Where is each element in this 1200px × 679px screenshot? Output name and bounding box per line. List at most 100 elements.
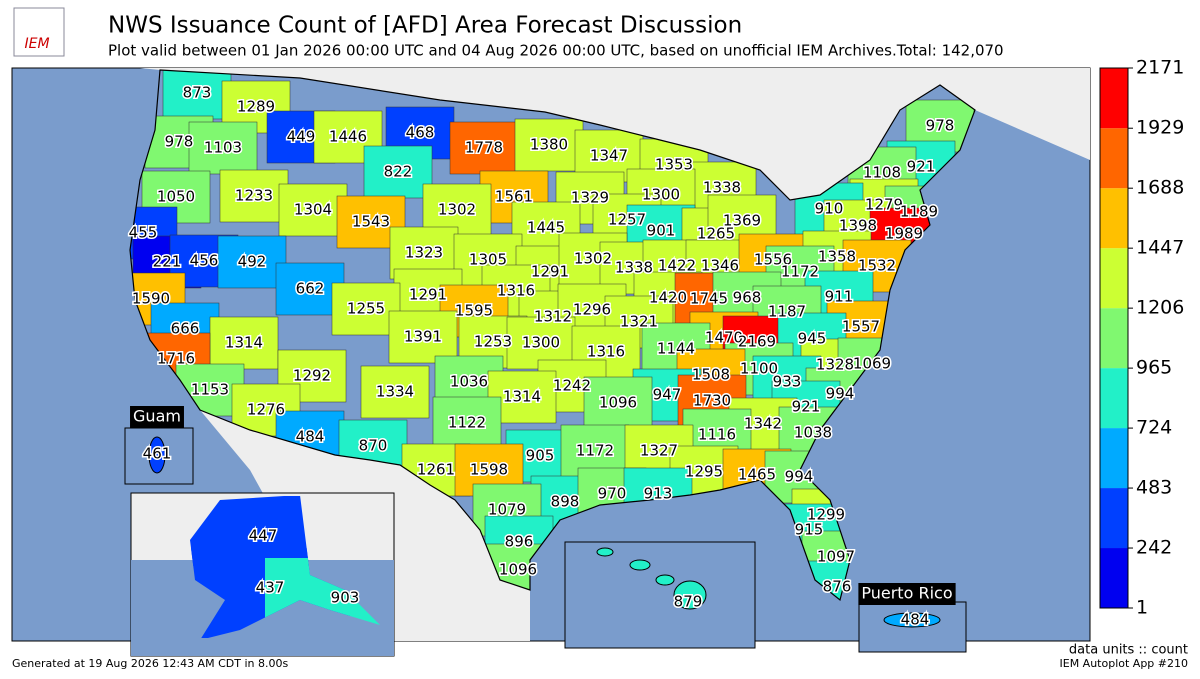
office-count: 913 (644, 485, 673, 503)
office-count: 1321 (620, 313, 658, 331)
office-count: 1595 (455, 302, 493, 320)
office-count: 1778 (465, 139, 503, 157)
hawaii-inset (564, 541, 756, 649)
office-count: 1329 (571, 189, 609, 207)
office-count: 1598 (470, 461, 508, 479)
office-count: 1242 (553, 377, 591, 395)
office-count: 1295 (685, 463, 723, 481)
office-count: 2169 (738, 333, 776, 351)
office-count: 896 (505, 533, 534, 551)
office-count: 1314 (503, 388, 541, 406)
colorbar-segment (1100, 428, 1128, 489)
office-area (217, 235, 287, 289)
colorbar-segment (1100, 188, 1128, 249)
office-count: 873 (183, 84, 212, 102)
office-count: 898 (551, 493, 580, 511)
office-count: 1590 (132, 290, 170, 308)
office-count: 994 (785, 468, 814, 486)
logo: IEM (24, 36, 49, 52)
office-count: 1265 (697, 225, 735, 243)
office-count: 921 (907, 158, 936, 176)
office-count: 1036 (450, 373, 488, 391)
office-count: 978 (926, 117, 955, 135)
colorbar-segment (1100, 548, 1128, 608)
office-count: 1302 (438, 201, 476, 219)
office-count: 879 (674, 593, 703, 611)
inset-title: Puerto Rico (861, 584, 952, 603)
office-count: 1172 (781, 263, 819, 281)
office-count: 1187 (768, 303, 806, 321)
colorbar-label: 1206 (1136, 297, 1184, 319)
colorbar-label: 724 (1136, 417, 1172, 439)
office-count: 978 (165, 133, 194, 151)
office-count: 1420 (649, 289, 687, 307)
office-count: 666 (171, 320, 200, 338)
office-count: 1561 (495, 188, 533, 206)
office-count: 1342 (744, 415, 782, 433)
office-area (363, 145, 433, 199)
office-count: 221 (153, 253, 182, 271)
subtitle: Plot valid between 01 Jan 2026 00:00 UTC… (108, 42, 1004, 60)
office-count: 1096 (599, 394, 637, 412)
office-count: 1299 (807, 506, 845, 524)
office-count: 903 (331, 589, 360, 607)
units: data units :: count (1069, 643, 1188, 658)
office-count: 1557 (842, 318, 880, 336)
colorbar-label: 965 (1136, 357, 1172, 379)
office-count: 1328 (816, 356, 854, 374)
office-area (219, 169, 289, 223)
logo-box (13, 7, 65, 57)
office-count: 662 (296, 280, 325, 298)
office-area (209, 316, 279, 370)
office-count: 1358 (818, 248, 856, 266)
office-area (432, 396, 502, 450)
colorbar-segment (1100, 248, 1128, 309)
office-count: 1289 (237, 98, 275, 116)
office-count: 449 (287, 128, 316, 146)
office-count: 1346 (701, 257, 739, 275)
colorbar-label: 2171 (1136, 57, 1184, 79)
island (629, 559, 651, 571)
colorbar-label: 1688 (1136, 177, 1184, 199)
generated: Generated at 19 Aug 2026 12:43 AM CDT in… (12, 657, 288, 670)
office-count: 901 (647, 222, 676, 240)
inset-patches (148, 436, 941, 628)
office-count: 921 (792, 398, 821, 416)
office-count: 484 (901, 611, 930, 629)
office-count: 437 (256, 579, 285, 597)
office-count: 1189 (900, 203, 938, 221)
island (655, 574, 675, 586)
canada-land (12, 68, 1090, 200)
office-count: 1302 (574, 250, 612, 268)
office-count: 1716 (157, 350, 195, 368)
office-count: 1347 (590, 147, 628, 165)
office-count: 911 (825, 288, 854, 306)
office-count: 1116 (698, 426, 736, 444)
office-area (583, 376, 653, 430)
office-area (514, 118, 584, 172)
office-count: 456 (190, 252, 219, 270)
office-count: 1338 (703, 179, 741, 197)
office-count: 447 (249, 527, 278, 545)
office-area (331, 282, 401, 336)
office-count: 1153 (191, 381, 229, 399)
island (148, 436, 166, 474)
office-count: 1103 (204, 139, 242, 157)
inset-title-box (130, 406, 184, 428)
office-count: 1380 (530, 136, 568, 154)
office-count: 1279 (865, 196, 903, 214)
office-count: 1470 (705, 329, 743, 347)
office-count: 1353 (655, 156, 693, 174)
island (673, 580, 707, 610)
office-count: 1422 (658, 257, 696, 275)
office-count: 1253 (474, 333, 512, 351)
colorbar-segment (1100, 308, 1128, 369)
office-count: 1465 (738, 466, 776, 484)
conus-outline (129, 69, 976, 602)
office-count: 1305 (469, 251, 507, 269)
app: IEM Autoplot App #210 (1060, 657, 1189, 670)
office-count: 1730 (693, 392, 731, 410)
island (883, 612, 941, 628)
colorbar-label: 242 (1136, 537, 1172, 559)
